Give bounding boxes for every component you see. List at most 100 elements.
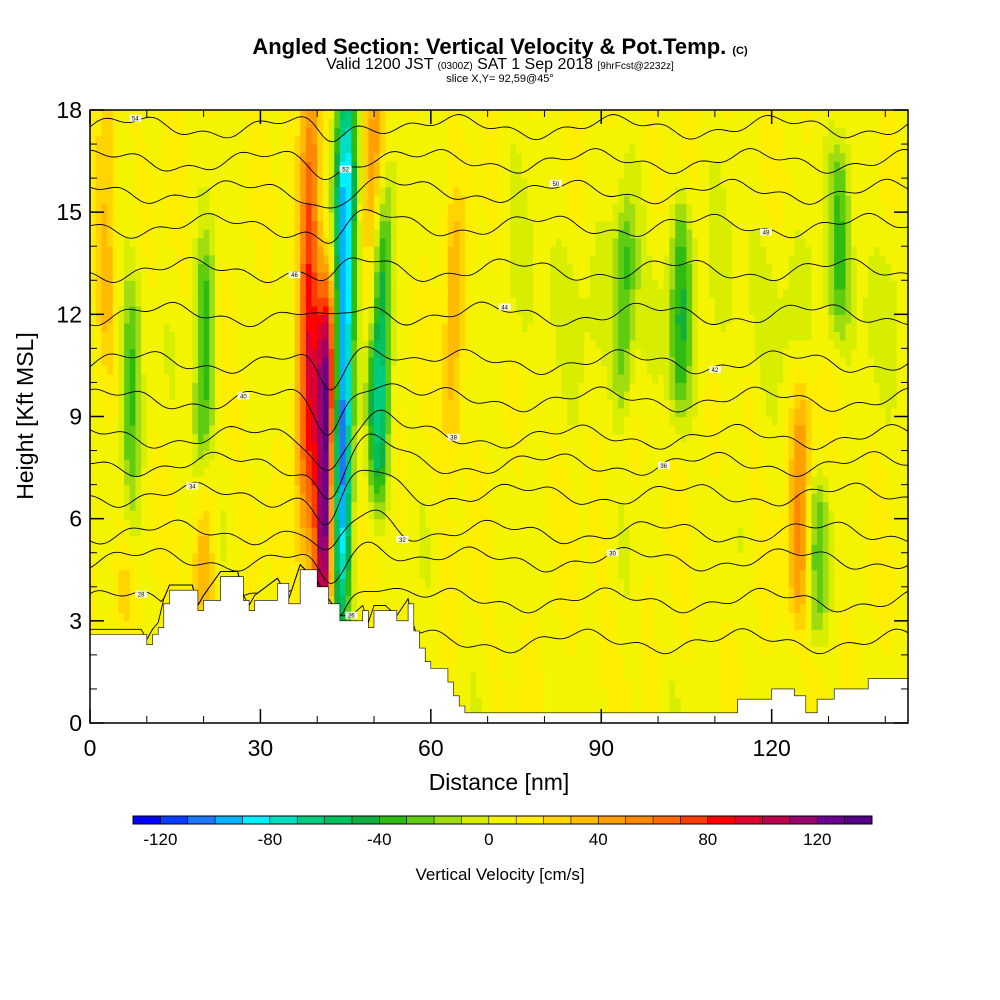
heatmap-cell xyxy=(214,399,222,409)
heatmap-cell xyxy=(169,501,176,511)
heatmap-cell xyxy=(345,603,352,613)
heatmap-cell xyxy=(226,127,233,137)
heatmap-cell xyxy=(425,467,432,477)
heatmap-cell xyxy=(107,212,114,222)
heatmap-cell xyxy=(447,544,455,554)
heatmap-cell xyxy=(135,578,142,588)
heatmap-cell xyxy=(135,178,142,188)
heatmap-cell xyxy=(175,195,182,205)
heatmap-cell xyxy=(470,356,477,367)
heatmap-cell xyxy=(158,612,165,622)
heatmap-cell xyxy=(90,578,97,588)
heatmap-cell xyxy=(118,229,125,239)
heatmap-cell xyxy=(294,178,301,188)
heatmap-cell xyxy=(175,348,182,358)
heatmap-cell xyxy=(379,322,386,332)
heatmap-cell xyxy=(481,552,489,562)
heatmap-cell xyxy=(112,416,119,426)
heatmap-cell xyxy=(260,399,267,409)
heatmap-cell xyxy=(476,399,483,409)
heatmap-cell xyxy=(214,152,222,162)
heatmap-cell xyxy=(249,586,256,596)
heatmap-cell xyxy=(374,339,381,349)
heatmap-cell xyxy=(209,280,216,290)
heatmap-cell xyxy=(453,212,460,222)
heatmap-cell xyxy=(249,237,256,247)
heatmap-cell xyxy=(402,518,409,528)
heatmap-cell xyxy=(300,407,307,418)
heatmap-cell xyxy=(112,220,119,230)
heatmap-cell xyxy=(402,254,409,264)
heatmap-cell xyxy=(135,433,142,443)
heatmap-cell xyxy=(90,518,97,528)
heatmap-cell xyxy=(214,280,222,290)
heatmap-cell xyxy=(413,425,421,435)
heatmap-cell xyxy=(453,144,460,154)
heatmap-cell xyxy=(226,390,233,401)
heatmap-cell xyxy=(379,578,386,588)
heatmap-cell xyxy=(135,135,142,145)
heatmap-cell xyxy=(266,382,273,392)
heatmap-cell xyxy=(232,161,239,171)
heatmap-cell xyxy=(169,212,176,222)
heatmap-cell xyxy=(197,297,205,307)
heatmap-cell xyxy=(180,467,188,477)
heatmap-cell xyxy=(447,186,455,196)
heatmap-cell xyxy=(237,382,244,392)
heatmap-cell xyxy=(214,220,222,230)
heatmap-cell xyxy=(425,654,432,664)
heatmap-cell xyxy=(339,595,347,605)
heatmap-cell xyxy=(447,314,455,324)
heatmap-cell xyxy=(317,212,324,222)
heatmap-cell xyxy=(453,407,460,418)
heatmap-cell xyxy=(237,467,244,477)
heatmap-cell xyxy=(459,195,466,205)
heatmap-cell xyxy=(232,348,239,358)
heatmap-cell xyxy=(362,518,369,528)
heatmap-cell xyxy=(118,459,125,469)
heatmap-cell xyxy=(442,637,449,647)
heatmap-cell xyxy=(180,246,188,256)
heatmap-cell xyxy=(294,578,301,588)
heatmap-cell xyxy=(442,144,449,154)
heatmap-cell xyxy=(339,416,347,426)
heatmap-cell xyxy=(277,212,284,222)
heatmap-cell xyxy=(300,382,307,392)
heatmap-cell xyxy=(425,135,432,145)
heatmap-cell xyxy=(288,195,296,205)
heatmap-cell xyxy=(192,169,199,179)
heatmap-cell xyxy=(311,212,318,222)
heatmap-cell xyxy=(107,280,114,290)
heatmap-cell xyxy=(271,365,279,375)
heatmap-cell xyxy=(419,237,426,247)
heatmap-cell xyxy=(209,390,216,401)
heatmap-cell xyxy=(374,535,381,545)
heatmap-cell xyxy=(283,280,290,290)
heatmap-cell xyxy=(305,263,313,273)
heatmap-cell xyxy=(430,459,438,469)
heatmap-cell xyxy=(413,365,421,375)
heatmap-cell xyxy=(124,110,131,120)
heatmap-cell xyxy=(112,467,119,477)
heatmap-cell xyxy=(362,280,369,290)
heatmap-cell xyxy=(356,527,364,537)
heatmap-cell xyxy=(447,527,455,537)
heatmap-cell xyxy=(243,459,250,469)
heatmap-cell xyxy=(175,127,182,137)
heatmap-cell xyxy=(175,484,182,494)
heatmap-cell xyxy=(129,595,137,605)
heatmap-cell xyxy=(345,569,352,579)
heatmap-cell xyxy=(169,425,176,435)
heatmap-cell xyxy=(345,246,352,256)
heatmap-cell xyxy=(226,459,233,469)
heatmap-cell xyxy=(129,561,137,571)
heatmap-cell xyxy=(396,382,404,392)
heatmap-cell xyxy=(430,246,438,256)
heatmap-cell xyxy=(146,407,154,418)
heatmap-cell xyxy=(129,127,137,137)
heatmap-cell xyxy=(118,501,125,511)
heatmap-cell xyxy=(180,416,188,426)
heatmap-cell xyxy=(203,212,210,222)
heatmap-cell xyxy=(436,152,443,162)
